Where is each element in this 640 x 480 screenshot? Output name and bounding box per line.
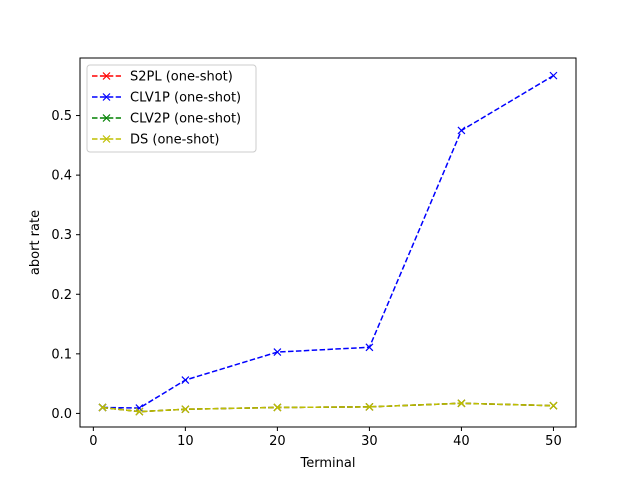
y-tick-label: 0.0 bbox=[51, 407, 72, 422]
legend-item: DS (one-shot) bbox=[92, 133, 219, 148]
data-point-ds-one-shot bbox=[365, 402, 374, 411]
data-point-ds-one-shot bbox=[549, 401, 558, 410]
y-tick-label: 0.2 bbox=[51, 288, 72, 303]
axes-frame bbox=[79, 57, 577, 428]
plot-area bbox=[79, 57, 577, 428]
x-tick-label: 0 bbox=[89, 434, 97, 449]
legend-item: CLV2P (one-shot) bbox=[92, 112, 241, 127]
series-layer bbox=[98, 71, 558, 416]
series-ds-one-shot bbox=[98, 399, 558, 416]
data-point-ds-one-shot bbox=[457, 399, 466, 408]
data-point-clv1p-one-shot bbox=[273, 348, 282, 356]
y-tick-label: 0.3 bbox=[51, 228, 72, 243]
legend-box bbox=[86, 64, 257, 153]
data-point-ds-one-shot bbox=[181, 405, 190, 414]
x-tick-label: 20 bbox=[269, 434, 286, 449]
data-point-ds-one-shot bbox=[135, 407, 144, 416]
legend-marker bbox=[102, 93, 111, 101]
x-axis-label: Terminal bbox=[300, 456, 356, 471]
legend-item: CLV1P (one-shot) bbox=[92, 91, 241, 106]
data-point-clv1p-one-shot bbox=[549, 71, 558, 80]
legend: S2PL (one-shot) CLV1P (one-shot) CLV2P (on… bbox=[86, 64, 257, 153]
data-point-ds-one-shot bbox=[273, 403, 282, 412]
y-axis-label: abort rate bbox=[28, 210, 43, 275]
legend-label: S2PL (one-shot) bbox=[130, 70, 233, 85]
x-tick-label: 40 bbox=[453, 434, 470, 449]
data-point-clv1p-one-shot bbox=[135, 404, 144, 412]
x-tick-label: 30 bbox=[361, 434, 378, 449]
legend-marker bbox=[102, 135, 111, 143]
y-tick-label: 0.1 bbox=[51, 347, 72, 362]
legend-item: S2PL (one-shot) bbox=[92, 70, 233, 85]
y-axis-ticks: 0.0 0.1 0.2 0.3 0.4 0.5 bbox=[51, 109, 80, 422]
data-point-clv1p-one-shot bbox=[457, 126, 466, 135]
x-axis-ticks: 0 10 20 30 40 50 bbox=[89, 427, 562, 449]
legend-marker bbox=[102, 114, 111, 122]
data-point-clv1p-one-shot bbox=[181, 376, 190, 384]
legend-label: CLV1P (one-shot) bbox=[130, 91, 241, 106]
series-clv1p-one-shot bbox=[98, 71, 558, 412]
legend-label: DS (one-shot) bbox=[130, 133, 219, 148]
y-tick-label: 0.4 bbox=[51, 169, 72, 184]
data-point-ds-one-shot bbox=[98, 403, 107, 412]
y-tick-label: 0.5 bbox=[51, 109, 72, 124]
x-tick-label: 50 bbox=[545, 434, 562, 449]
legend-marker bbox=[102, 72, 111, 80]
data-point-clv1p-one-shot bbox=[365, 343, 374, 352]
x-tick-label: 10 bbox=[177, 434, 194, 449]
legend-label: CLV2P (one-shot) bbox=[130, 112, 241, 127]
